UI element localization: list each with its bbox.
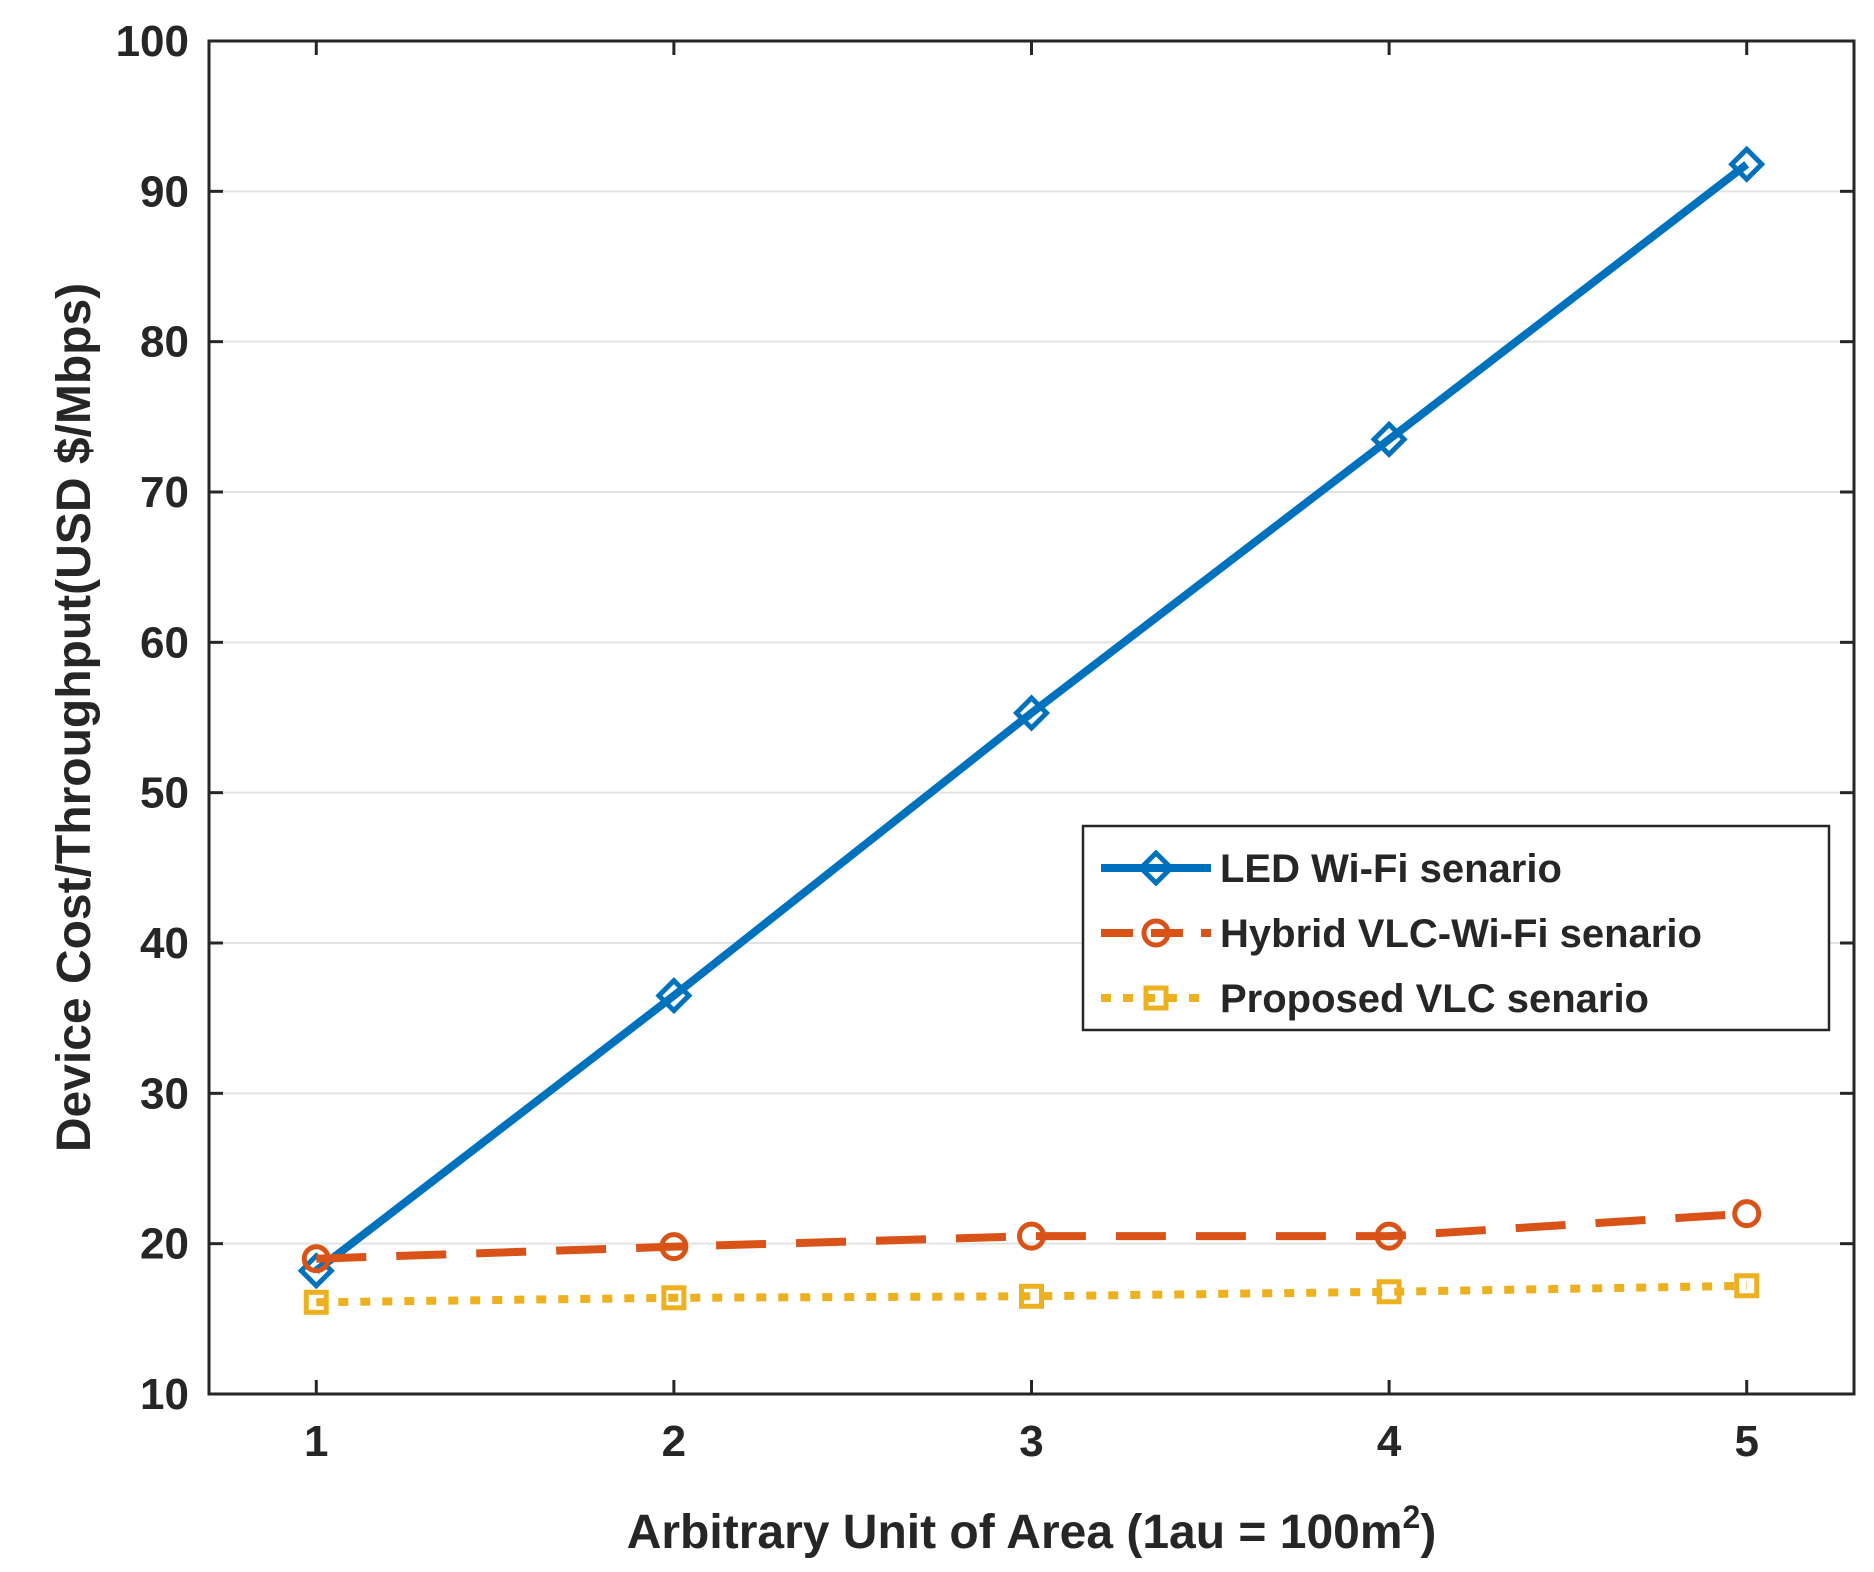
series-2: [301, 1199, 1762, 1274]
x-axis-title-end: ): [1420, 1506, 1436, 1559]
data-point-marker: [1012, 694, 1051, 732]
y-tick-label: 50: [140, 769, 189, 818]
y-tick-label: 100: [116, 17, 189, 66]
data-point-marker: [1370, 420, 1408, 458]
legend-marker: [1141, 918, 1171, 948]
x-tick-label: 4: [1377, 1417, 1402, 1466]
x-axis-title-main: Arbitrary Unit of Area (1au = 100m: [627, 1506, 1403, 1559]
data-point-marker: [1734, 1273, 1760, 1299]
series-line: [316, 1281, 1747, 1307]
data-point-marker: [1374, 1221, 1404, 1251]
y-tick-label: 60: [140, 618, 189, 667]
legend-marker: [1137, 849, 1175, 887]
y-tick-label: 90: [140, 167, 189, 216]
data-point-marker: [1019, 1283, 1044, 1309]
x-axis-title-superscript: 2: [1403, 1499, 1421, 1535]
y-tick-label: 80: [140, 318, 189, 367]
x-tick-label: 3: [1019, 1417, 1043, 1466]
legend-item: Hybrid VLC-Wi-Fi senario: [1101, 912, 1702, 956]
legend-item: LED Wi-Fi senario: [1101, 847, 1562, 891]
y-tick-label: 30: [140, 1069, 189, 1118]
x-tick-label: 2: [662, 1417, 686, 1466]
y-axis: 10 20 30 40 50 60 70 80 90 100: [116, 17, 1854, 1419]
data-point-marker: [661, 1285, 687, 1311]
x-tick-label: 5: [1734, 1417, 1758, 1466]
series-3: [303, 1273, 1760, 1315]
x-axis-title: Arbitrary Unit of Area (1au = 100m2): [627, 1499, 1437, 1559]
data-point-marker: [655, 977, 693, 1015]
legend: LED Wi-Fi senario Hybrid VLC-Wi-Fi senari…: [1081, 824, 1831, 1032]
legend-marker: [1143, 985, 1169, 1011]
legend-label: Proposed VLC senario: [1220, 977, 1649, 1021]
data-point-marker: [1732, 1199, 1762, 1229]
x-tick-label: 1: [304, 1417, 328, 1466]
data-point-marker: [303, 1289, 329, 1315]
series-line: [313, 161, 1750, 1274]
data-point-marker: [1376, 1279, 1402, 1305]
y-tick-label: 70: [140, 468, 189, 517]
data-point-marker: [1728, 145, 1766, 183]
data-point-marker: [1017, 1221, 1046, 1251]
series-layer: [297, 145, 1766, 1315]
data-point-marker: [659, 1232, 689, 1262]
legend-box: [1081, 824, 1831, 1032]
y-tick-label: 20: [140, 1220, 189, 1269]
y-tick-label: 10: [140, 1370, 189, 1419]
y-axis-title: Device Cost/Throughput(USD $/Mbps): [48, 283, 101, 1152]
legend-label: Hybrid VLC-Wi-Fi senario: [1220, 912, 1702, 956]
legend-item: Proposed VLC senario: [1101, 977, 1649, 1021]
y-tick-label: 40: [140, 919, 189, 968]
data-point-marker: [301, 1244, 331, 1274]
legend-label: LED Wi-Fi senario: [1220, 847, 1562, 891]
x-axis: 1 2 3 4 5: [304, 41, 1759, 1466]
